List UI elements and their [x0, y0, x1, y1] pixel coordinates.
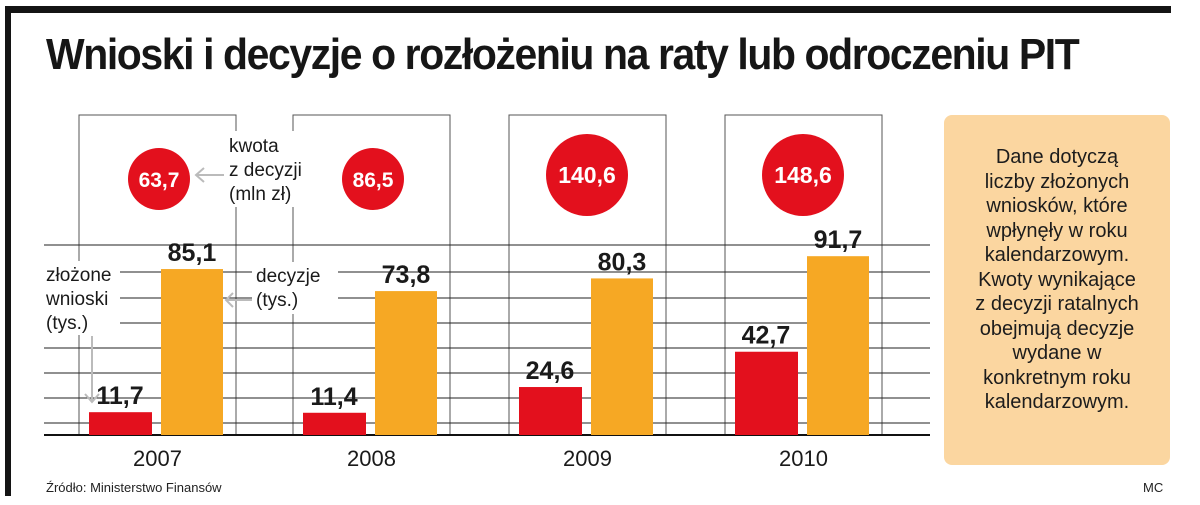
info-line: z decyzji ratalnych — [975, 293, 1139, 315]
amount-value-label: 140,6 — [558, 162, 616, 188]
amount-value-label: 86,5 — [353, 169, 394, 192]
amount-value-label: 63,7 — [139, 169, 180, 192]
decision-value-label: 85,1 — [168, 239, 217, 267]
filed-bar — [519, 387, 582, 435]
author-credit: MC — [1143, 480, 1164, 495]
decision-value-label: 73,8 — [382, 261, 431, 289]
decision-bar — [807, 256, 869, 435]
filed-bar — [89, 412, 152, 435]
filed-value-label: 24,6 — [526, 357, 575, 385]
info-line: konkretnym roku — [983, 366, 1131, 389]
filed-legend-arrowhead — [84, 393, 100, 404]
filed-legend-text: (tys.) — [46, 313, 88, 334]
x-tick-label: 2008 — [347, 446, 396, 470]
decision-bar — [591, 278, 653, 435]
info-line: wydane w — [1012, 342, 1102, 364]
info-line: wpłynęły w roku — [986, 219, 1128, 242]
info-text: Dane dotyczą liczby złożonych wniosków, kt… — [944, 145, 1170, 415]
filed-legend-text: złożone — [46, 265, 112, 286]
filed-legend-bg — [42, 261, 120, 335]
amount-legend-text: z decyzji — [229, 160, 302, 181]
filed-bar — [735, 351, 798, 435]
decision-bar — [161, 269, 223, 435]
amount-legend-text: kwota — [229, 136, 279, 157]
filed-value-label: 11,7 — [96, 382, 143, 410]
decision-bar — [375, 291, 437, 435]
amount-circle — [342, 148, 404, 210]
x-tick-label: 2010 — [779, 446, 828, 470]
info-line: Kwoty wynikające — [978, 268, 1136, 291]
x-tick-label: 2007 — [133, 446, 182, 470]
decision-legend-text: (tys.) — [256, 290, 298, 311]
decision-legend-text: decyzje — [256, 266, 320, 287]
amount-circle — [546, 134, 628, 216]
filed-bar — [303, 412, 366, 435]
frame-left-rule — [5, 6, 11, 496]
filed-value-label: 11,4 — [310, 383, 357, 411]
source-note: Źródło: Ministerstwo Finansów — [46, 480, 222, 495]
amount-circle — [762, 134, 844, 216]
amount-value-label: 148,6 — [774, 162, 832, 188]
filed-value-label: 42,7 — [742, 322, 791, 350]
info-line: kalendarzowym. — [984, 391, 1130, 413]
x-tick-label: 2009 — [563, 446, 612, 470]
filed-legend-text: wnioski — [45, 289, 108, 310]
decision-value-label: 91,7 — [814, 226, 863, 254]
frame-top-rule — [5, 6, 1171, 13]
decision-legend-bg — [252, 262, 338, 314]
info-line: wniosków, które — [986, 195, 1128, 217]
info-line: obejmują decyzje — [979, 317, 1135, 340]
amount-legend-bg — [226, 131, 310, 207]
bar-chart: 11,7 85,1 63,7 2007 11,4 73,8 86,5 2008 24,6 80,3… — [42, 114, 930, 470]
amount-legend-arrowhead — [194, 167, 205, 183]
chart-title: Wnioski i decyzje o rozłożeniu na raty l… — [46, 30, 1080, 79]
info-box: Dane dotyczą liczby złożonych wniosków, kt… — [944, 115, 1170, 465]
decision-value-label: 80,3 — [598, 248, 647, 276]
info-line: kalendarzowym. — [984, 244, 1130, 266]
amount-legend-text: (mln zł) — [229, 184, 291, 205]
info-line: liczby złożonych — [984, 170, 1130, 193]
decision-legend-arrowhead — [224, 292, 234, 308]
info-line: Dane dotyczą — [995, 146, 1119, 168]
amount-circle — [128, 148, 190, 210]
